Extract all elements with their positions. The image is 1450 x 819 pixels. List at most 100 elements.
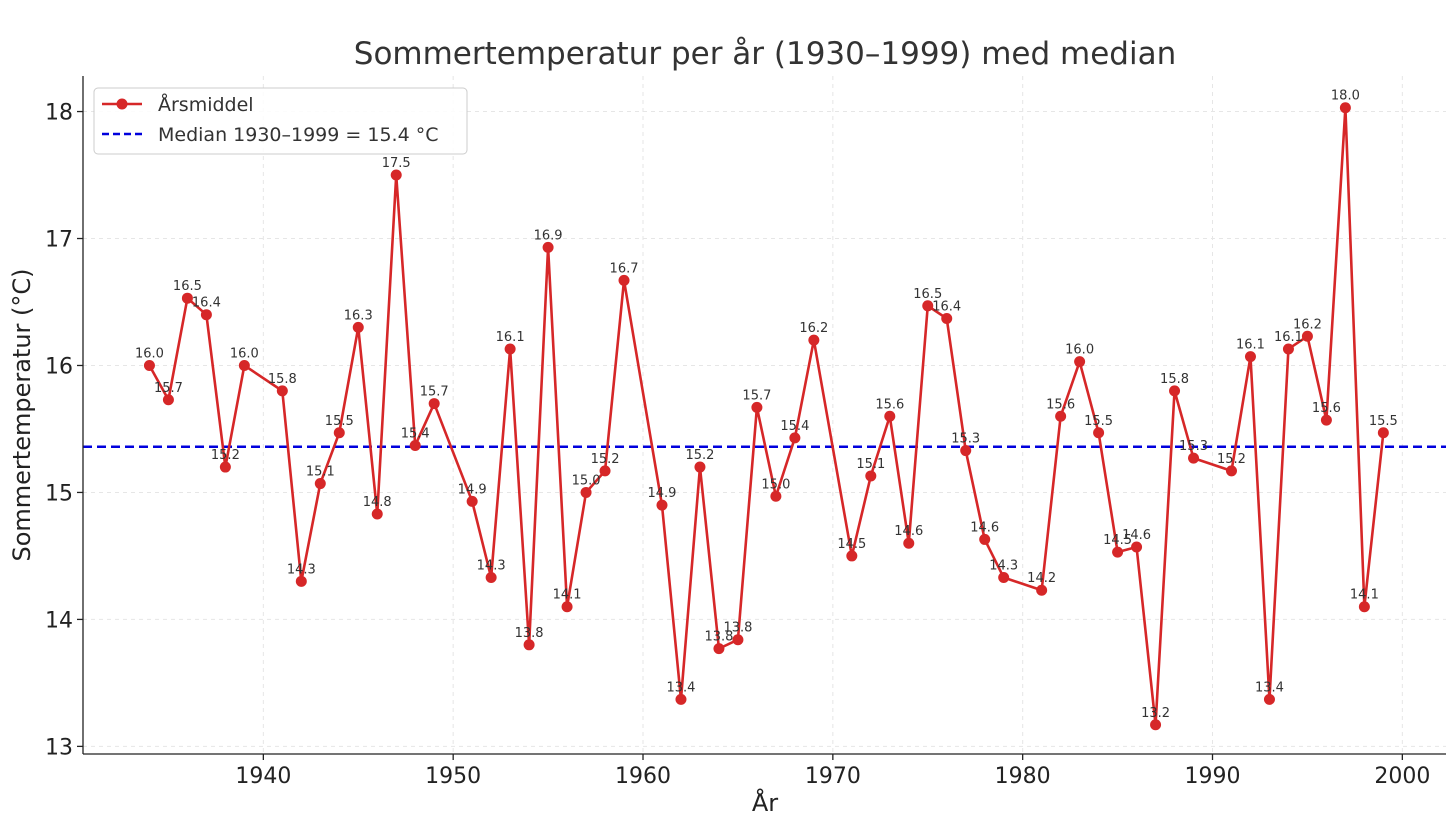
data-point — [751, 401, 763, 413]
data-point — [1225, 465, 1237, 477]
data-point — [998, 572, 1010, 584]
data-point — [1320, 414, 1332, 426]
data-point — [428, 398, 440, 410]
data-point — [200, 309, 212, 321]
data-point — [1377, 427, 1389, 439]
data-label: 16.9 — [534, 228, 563, 243]
data-point — [979, 533, 991, 545]
data-point — [1339, 102, 1351, 114]
data-label: 14.9 — [648, 486, 677, 501]
x-tick-label: 1940 — [235, 764, 291, 789]
data-label: 14.1 — [1350, 588, 1379, 603]
x-tick-label: 1970 — [805, 764, 861, 789]
series-line — [148, 106, 1385, 727]
data-label: 16.3 — [344, 308, 373, 323]
data-label: 15.7 — [154, 381, 183, 396]
data-point — [1169, 385, 1181, 397]
data-label: 15.6 — [875, 397, 904, 412]
grid — [83, 76, 1446, 754]
data-label: 14.6 — [970, 520, 999, 535]
data-label: 13.8 — [515, 626, 544, 641]
y-tick-label: 18 — [45, 101, 73, 126]
data-label: 14.8 — [363, 495, 392, 510]
data-label: 14.3 — [477, 559, 506, 574]
y-tick-label: 14 — [45, 608, 73, 633]
data-label: 15.8 — [1160, 372, 1189, 387]
data-point — [1093, 427, 1105, 439]
data-point — [466, 495, 478, 507]
legend-box — [93, 87, 468, 155]
data-point — [580, 486, 592, 498]
data-label: 15.0 — [761, 477, 790, 492]
data-point — [162, 394, 174, 406]
x-tick-label: 1990 — [1185, 764, 1241, 789]
chart-title: Sommertemperatur per år (1930–1999) med … — [354, 36, 1176, 72]
data-point — [181, 292, 193, 304]
data-label: 13.8 — [704, 630, 733, 645]
axes: 1940 1950 1960 1970 1980 1990 2000 13 14 15 16 17 18 — [45, 76, 1446, 789]
data-point — [960, 445, 972, 457]
data-label: 15.3 — [1179, 439, 1208, 454]
data-label: 16.1 — [1236, 338, 1265, 353]
data-label: 13.4 — [1255, 680, 1284, 695]
data-label: 16.5 — [913, 287, 942, 302]
data-point — [789, 432, 801, 444]
data-label: 15.2 — [685, 448, 714, 463]
data-point — [238, 359, 250, 371]
data-label: 14.3 — [989, 559, 1018, 574]
data-point — [1131, 541, 1143, 553]
data-point — [1150, 719, 1162, 731]
data-label: 13.2 — [1141, 706, 1170, 721]
x-tick-label: 1980 — [995, 764, 1051, 789]
data-point — [1263, 693, 1275, 705]
data-label: 16.7 — [610, 261, 639, 276]
data-point — [485, 572, 497, 584]
data-label: 16.4 — [932, 300, 961, 315]
data-label: 16.0 — [1065, 343, 1094, 358]
legend-median-label: Median 1930–1999 = 15.4 °C — [158, 124, 438, 146]
data-point — [808, 334, 820, 346]
legend-series-label: Årsmiddel — [158, 93, 254, 116]
data-label: 15.4 — [780, 419, 809, 434]
data-label: 16.5 — [173, 279, 202, 294]
data-label: 16.1 — [1274, 330, 1303, 345]
data-label: 15.8 — [268, 372, 297, 387]
data-label: 15.7 — [742, 388, 771, 403]
data-point — [561, 601, 573, 613]
data-point — [846, 550, 858, 562]
data-point — [333, 427, 345, 439]
data-point — [1301, 330, 1313, 342]
x-tick-label: 1960 — [615, 764, 671, 789]
data-label: 16.0 — [230, 346, 259, 361]
data-label: 14.1 — [553, 588, 582, 603]
data-label: 15.3 — [951, 432, 980, 447]
data-label: 15.5 — [1084, 414, 1113, 429]
data-point — [865, 470, 877, 482]
data-point — [1358, 601, 1370, 613]
data-label: 15.5 — [1369, 414, 1398, 429]
data-point — [352, 321, 364, 333]
data-point — [504, 343, 516, 355]
data-label: 14.2 — [1027, 571, 1056, 586]
data-point — [770, 490, 782, 502]
data-point — [656, 499, 668, 511]
data-point — [884, 410, 896, 422]
data-point — [314, 478, 326, 490]
data-label: 15.6 — [1046, 397, 1075, 412]
data-label: 15.5 — [325, 414, 354, 429]
data-point — [1244, 351, 1256, 363]
data-point — [903, 537, 915, 549]
data-point — [371, 508, 383, 520]
data-label: 13.4 — [666, 680, 695, 695]
data-point — [732, 634, 744, 646]
data-label: 15.2 — [591, 452, 620, 467]
y-tick-label: 13 — [45, 735, 73, 760]
data-point — [295, 575, 307, 587]
data-point — [1188, 452, 1200, 464]
x-axis-label: År — [752, 788, 778, 817]
data-point — [618, 274, 630, 286]
series-layer — [143, 102, 1389, 731]
data-point — [599, 465, 611, 477]
data-point — [542, 241, 554, 253]
data-labels: 16.015.716.516.415.216.015.814.315.115.5… — [135, 89, 1398, 721]
